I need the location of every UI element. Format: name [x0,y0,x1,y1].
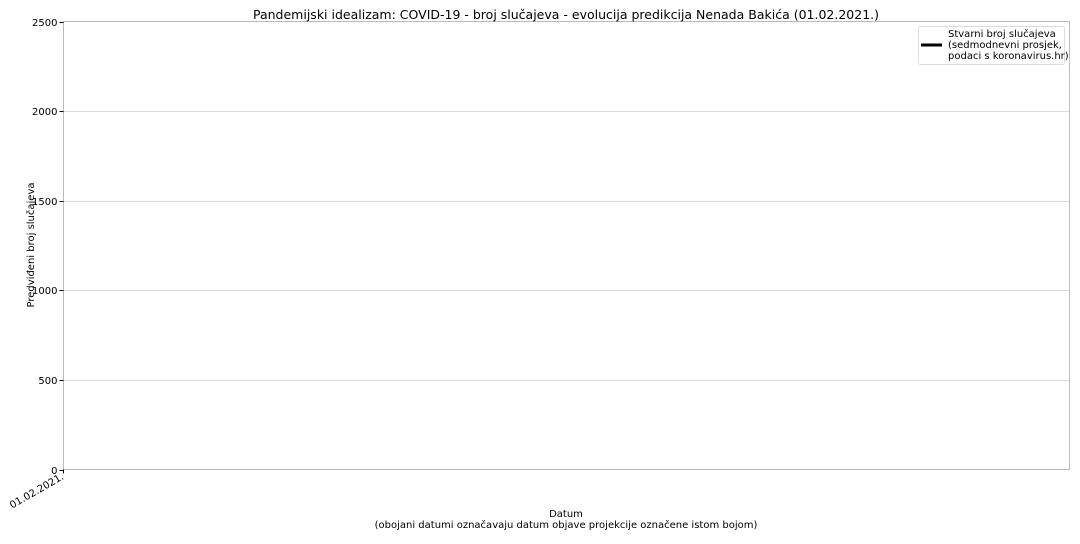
legend-label: podaci s koronavirus.hr) [948,51,1069,62]
y-tick-label: 1000 [32,286,57,297]
y-tick-label: 0 [51,466,57,477]
legend-box [918,26,1065,65]
x-axis-label-note: (obojani datumi označavaju datum objave … [375,519,758,531]
y-tick-label: 2500 [32,18,57,29]
x-axis-label: Datum [549,509,583,520]
y-tick-label: 1500 [32,197,57,208]
plot-area [63,21,1070,470]
legend-label: (sedmodnevni prosjek, [948,40,1062,51]
y-tick-label: 500 [38,376,57,387]
legend: Stvarni broj slučajeva(sedmodnevni prosj… [918,26,1069,65]
chart-title: Pandemijski idealizam: COVID-19 - broj s… [253,7,879,22]
y-axis: 0 500 1000 1500 2000 2500 [32,18,64,477]
grid-lines [63,111,1070,381]
y-axis-label: Predviđeni broj slučajeva [25,183,37,308]
legend-label: Stvarni broj slučajeva [948,28,1056,40]
y-tick-label: 2000 [32,107,57,118]
